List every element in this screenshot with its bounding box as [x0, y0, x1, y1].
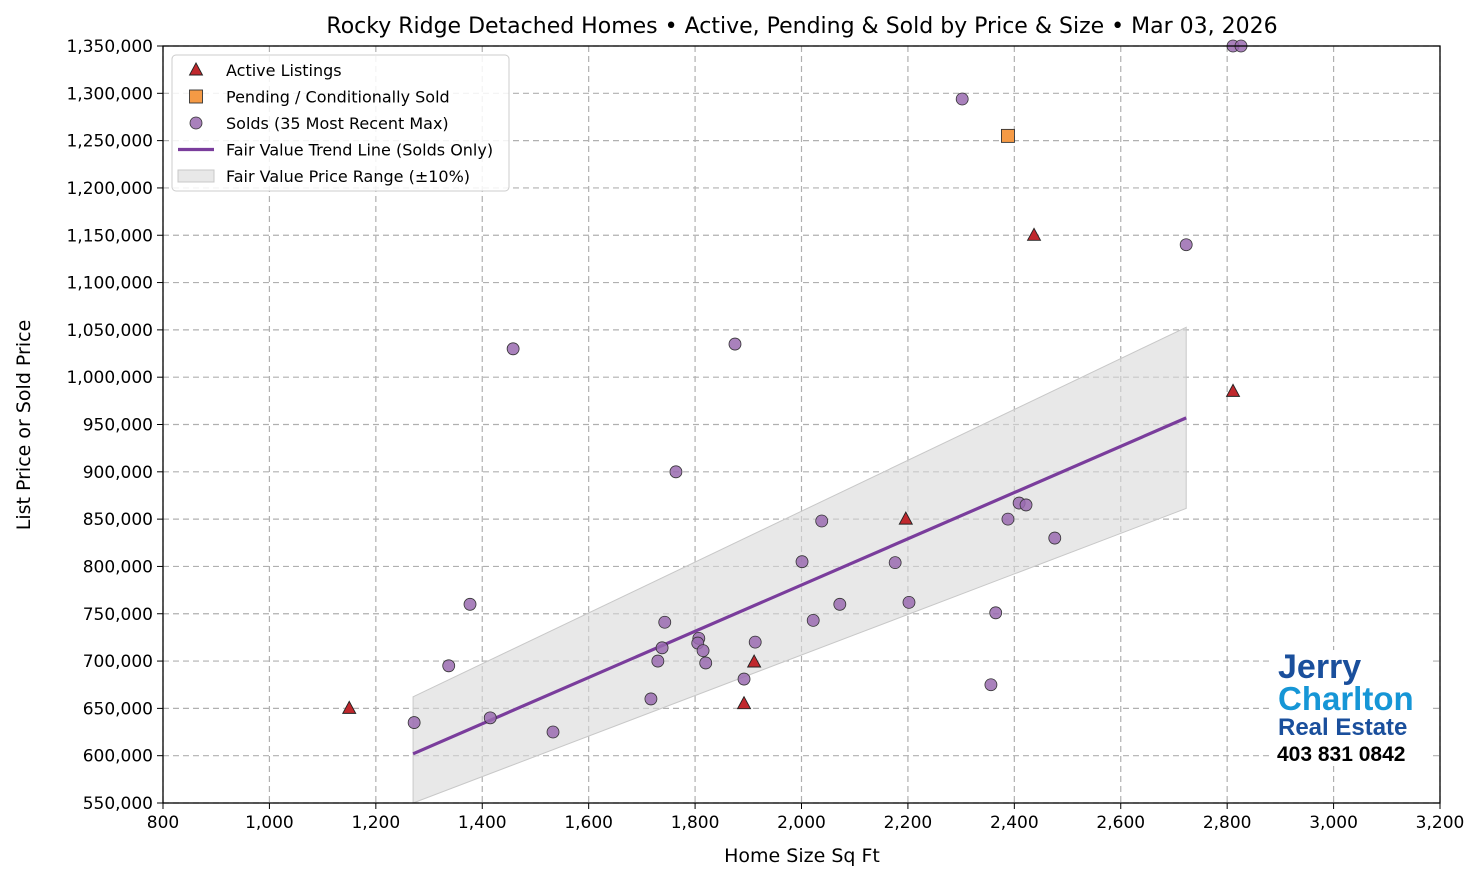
legend-marker	[189, 116, 203, 130]
point-solds	[1001, 512, 1015, 526]
legend-band	[177, 169, 215, 183]
y-tick-label: 950,000	[83, 416, 153, 436]
x-tick-label: 2,600	[1096, 813, 1145, 833]
x-tick-label: 1,400	[458, 813, 507, 833]
logo-line-1: Jerry	[1278, 648, 1362, 686]
point-solds	[737, 672, 751, 686]
legend: Active Listings Pending / Conditionally S…	[171, 54, 510, 192]
y-tick-label: 1,000,000	[66, 368, 153, 388]
y-tick-label: 550,000	[83, 794, 153, 814]
point-solds	[651, 654, 665, 668]
y-tick-label: 1,050,000	[66, 321, 153, 341]
point-active	[341, 700, 357, 714]
y-tick-label: 1,100,000	[66, 274, 153, 294]
y-tick-label: 1,300,000	[66, 84, 153, 104]
point-solds	[655, 641, 669, 655]
point-solds	[815, 514, 829, 528]
y-tick-label: 850,000	[83, 510, 153, 530]
y-tick-label: 1,250,000	[66, 132, 153, 152]
logo-line-2: Charlton	[1278, 680, 1414, 717]
legend-label: Fair Value Price Range (±10%)	[226, 167, 470, 186]
y-tick-label: 1,350,000	[66, 37, 153, 57]
point-solds	[955, 92, 969, 106]
point-solds	[984, 678, 998, 692]
point-solds	[442, 659, 456, 673]
x-axis-label: Home Size Sq Ft	[724, 845, 880, 867]
legend-box	[171, 54, 510, 192]
y-axis-label: List Price or Sold Price	[13, 320, 35, 531]
point-solds	[1048, 531, 1062, 545]
point-solds	[833, 597, 847, 611]
x-tick-label: 1,600	[564, 813, 613, 833]
y-tick-label: 1,150,000	[66, 226, 153, 246]
legend-marker	[189, 89, 203, 104]
y-tick-label: 600,000	[83, 747, 153, 767]
x-tick-label: 2,000	[777, 813, 826, 833]
point-active	[746, 654, 762, 668]
point-solds	[506, 342, 520, 356]
y-tick-label: 750,000	[83, 605, 153, 625]
chart-title: Rocky Ridge Detached Homes • Active, Pen…	[326, 14, 1277, 39]
point-solds	[483, 711, 497, 725]
point-pending	[1000, 128, 1015, 143]
point-solds	[658, 615, 672, 629]
point-solds	[669, 465, 683, 479]
point-solds	[407, 716, 421, 729]
trend-line	[412, 416, 1187, 756]
point-active	[1026, 227, 1042, 241]
point-solds	[902, 595, 916, 609]
point-solds	[1019, 498, 1033, 512]
point-solds	[748, 635, 762, 649]
y-tick-label: 700,000	[83, 652, 153, 672]
point-active	[898, 511, 914, 525]
point-solds	[888, 556, 902, 570]
y-tick-label: 900,000	[83, 463, 153, 483]
legend-label: Active Listings	[226, 61, 342, 80]
point-active	[1225, 383, 1241, 397]
x-tick-label: 1,200	[351, 813, 400, 833]
logo-phone: 403 831 0842	[1277, 743, 1406, 766]
logo-line-3: Real Estate	[1278, 714, 1408, 741]
x-tick-label: 2,800	[1203, 813, 1252, 833]
y-tick-label: 800,000	[83, 557, 153, 577]
x-tick-label: 1,000	[245, 813, 294, 833]
y-tick-label: 1,200,000	[66, 179, 153, 199]
point-solds	[546, 725, 560, 739]
point-solds	[806, 613, 820, 627]
point-solds	[699, 656, 713, 670]
x-tick-label: 2,400	[990, 813, 1039, 833]
point-solds	[696, 644, 710, 658]
point-solds	[644, 692, 658, 706]
point-solds	[795, 555, 809, 569]
point-solds	[989, 606, 1003, 620]
point-solds	[728, 337, 742, 351]
legend-label: Pending / Conditionally Sold	[226, 88, 450, 107]
x-tick-label: 800	[147, 813, 179, 833]
x-tick-label: 3,000	[1309, 813, 1358, 833]
point-active	[736, 695, 752, 710]
brand-logo: Jerry Charlton Real Estate 403 831 0842	[1270, 650, 1430, 765]
x-tick-label: 3,200	[1416, 813, 1465, 833]
legend-label: Fair Value Trend Line (Solds Only)	[226, 141, 493, 160]
legend-label: Solds (35 Most Recent Max)	[226, 114, 449, 133]
x-tick-label: 2,200	[884, 813, 933, 833]
legend-marker	[188, 62, 204, 76]
y-tick-label: 650,000	[83, 699, 153, 719]
x-tick-label: 1,800	[671, 813, 720, 833]
point-solds	[1179, 238, 1193, 252]
point-solds	[463, 597, 477, 611]
